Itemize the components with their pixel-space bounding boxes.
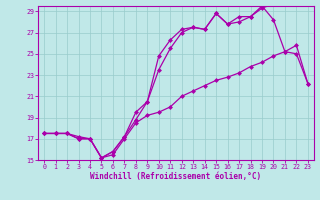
X-axis label: Windchill (Refroidissement éolien,°C): Windchill (Refroidissement éolien,°C) <box>91 172 261 181</box>
